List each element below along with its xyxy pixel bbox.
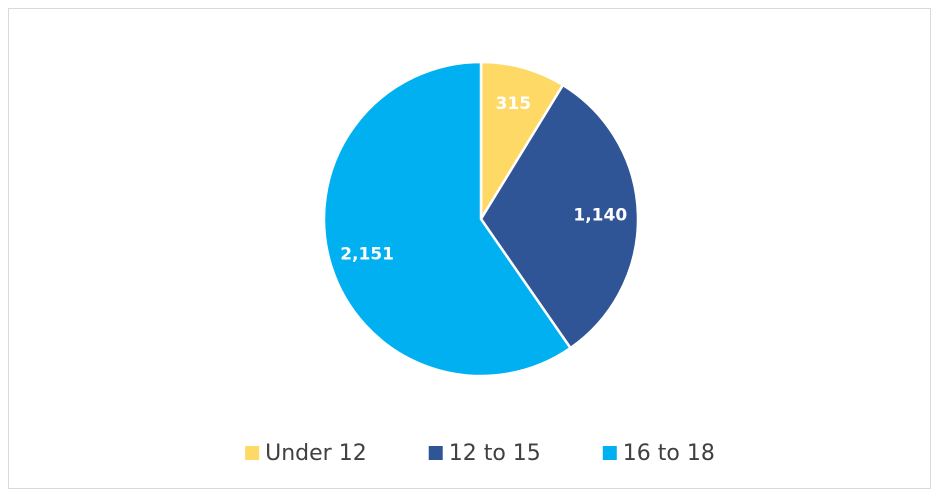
data-label: 2,151 [340, 245, 394, 265]
data-label: 315 [496, 94, 532, 114]
pie-slice [479, 83, 640, 350]
legend-swatch [602, 446, 617, 460]
legend-label: 16 to 18 [623, 441, 715, 466]
pie-slice [322, 60, 573, 378]
pie-slice [479, 60, 565, 224]
legend-swatch [245, 446, 260, 460]
legend-label: Under 12 [265, 441, 367, 466]
legend-swatch [428, 446, 443, 460]
data-label: 1,140 [573, 206, 627, 226]
legend-label: 12 to 15 [449, 441, 541, 466]
